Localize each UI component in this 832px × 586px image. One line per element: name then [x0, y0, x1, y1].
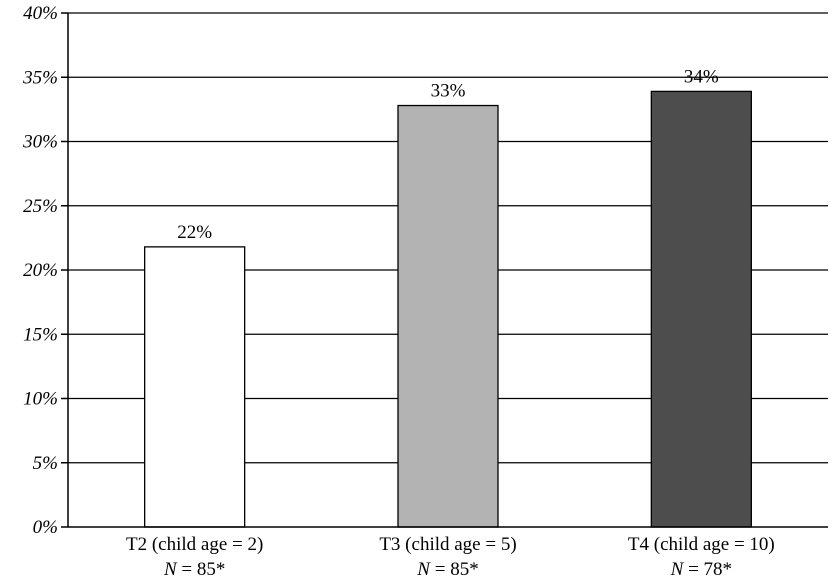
- n-value: = 85*: [430, 559, 479, 580]
- labels: 0% 5% 10% 15% 20% 25% 30% 35% 40% 22% T2 (child ag…: [22, 3, 775, 580]
- sample-size-label: N = 78*: [670, 559, 732, 580]
- y-tick-label: 20%: [23, 260, 58, 281]
- y-tick-label: 35%: [22, 67, 58, 88]
- category-label: T4 (child age = 10): [628, 534, 775, 555]
- bars: [144, 90, 752, 528]
- y-tick-label: 15%: [23, 324, 58, 345]
- data-label: 33%: [431, 81, 466, 102]
- axes: [61, 12, 828, 528]
- y-tick-label: 10%: [23, 389, 58, 410]
- bar-2: [397, 104, 499, 528]
- category-label: T3 (child age = 5): [379, 534, 516, 555]
- bar-1: [144, 246, 246, 528]
- y-tick-label: 0%: [33, 517, 58, 538]
- bar-3: [650, 90, 752, 528]
- y-tick-label: 40%: [23, 3, 58, 24]
- n-value: = 85*: [177, 559, 226, 580]
- n-symbol: N: [163, 559, 178, 580]
- sample-size-label: N = 85*: [416, 559, 478, 580]
- n-value: = 78*: [683, 559, 732, 580]
- data-label: 34%: [684, 66, 719, 87]
- y-tick-label: 30%: [22, 132, 58, 153]
- category-label: T2 (child age = 2): [126, 534, 263, 555]
- y-tick-label: 5%: [33, 453, 58, 474]
- data-label: 22%: [177, 222, 212, 243]
- n-symbol: N: [670, 559, 685, 580]
- sample-size-label: N = 85*: [163, 559, 225, 580]
- y-tick-label: 25%: [23, 196, 58, 217]
- n-symbol: N: [416, 559, 431, 580]
